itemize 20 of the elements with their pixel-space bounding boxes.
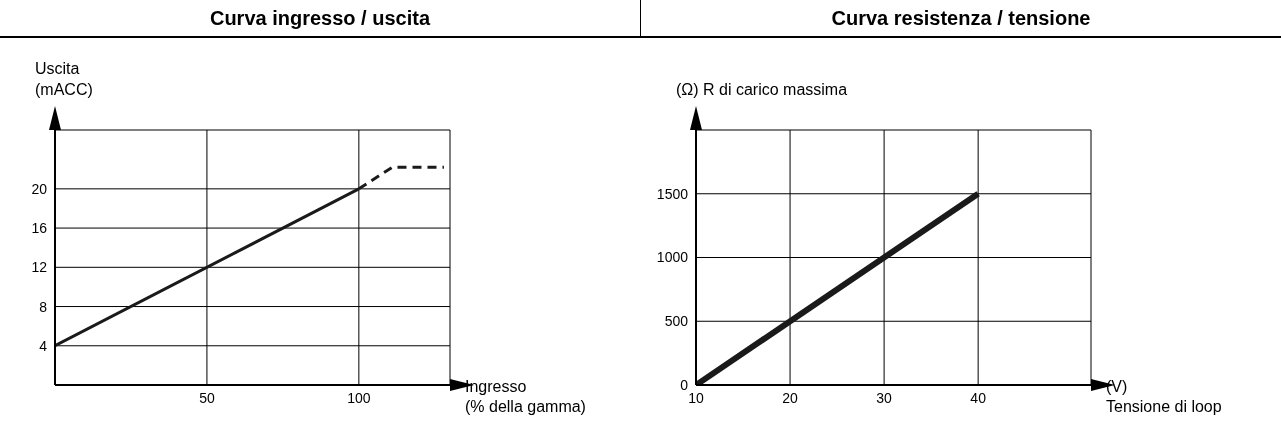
x-tick-label: 100: [347, 389, 371, 406]
y-tick-label: 16: [31, 220, 48, 237]
chart-title: Curva resistenza / tensione: [641, 0, 1281, 38]
x-tick-label: 50: [199, 389, 215, 406]
y-axis-title: Uscita (mACC): [35, 59, 93, 100]
y-tick-label: 8: [39, 298, 48, 315]
chart-title: Curva ingresso / uscita: [0, 0, 640, 38]
y-tick-label: 1500: [656, 185, 689, 202]
y-tick-label: 0: [680, 376, 689, 393]
x-tick-label: 40: [970, 389, 987, 406]
x-tick-label: 20: [782, 389, 799, 406]
y-tick-label: 4: [39, 337, 48, 354]
y-axis-title: (Ω) R di carico massima: [676, 80, 848, 100]
y-tick-label: 12: [31, 259, 48, 276]
y-tick-label: 20: [31, 180, 48, 197]
y-tick-label: 1000: [656, 249, 689, 266]
y-tick-label: 500: [664, 313, 689, 330]
x-tick-label: 30: [876, 389, 893, 406]
x-axis-title: Ingresso (% della gamma): [465, 377, 586, 417]
x-tick-label: 10: [688, 389, 704, 406]
